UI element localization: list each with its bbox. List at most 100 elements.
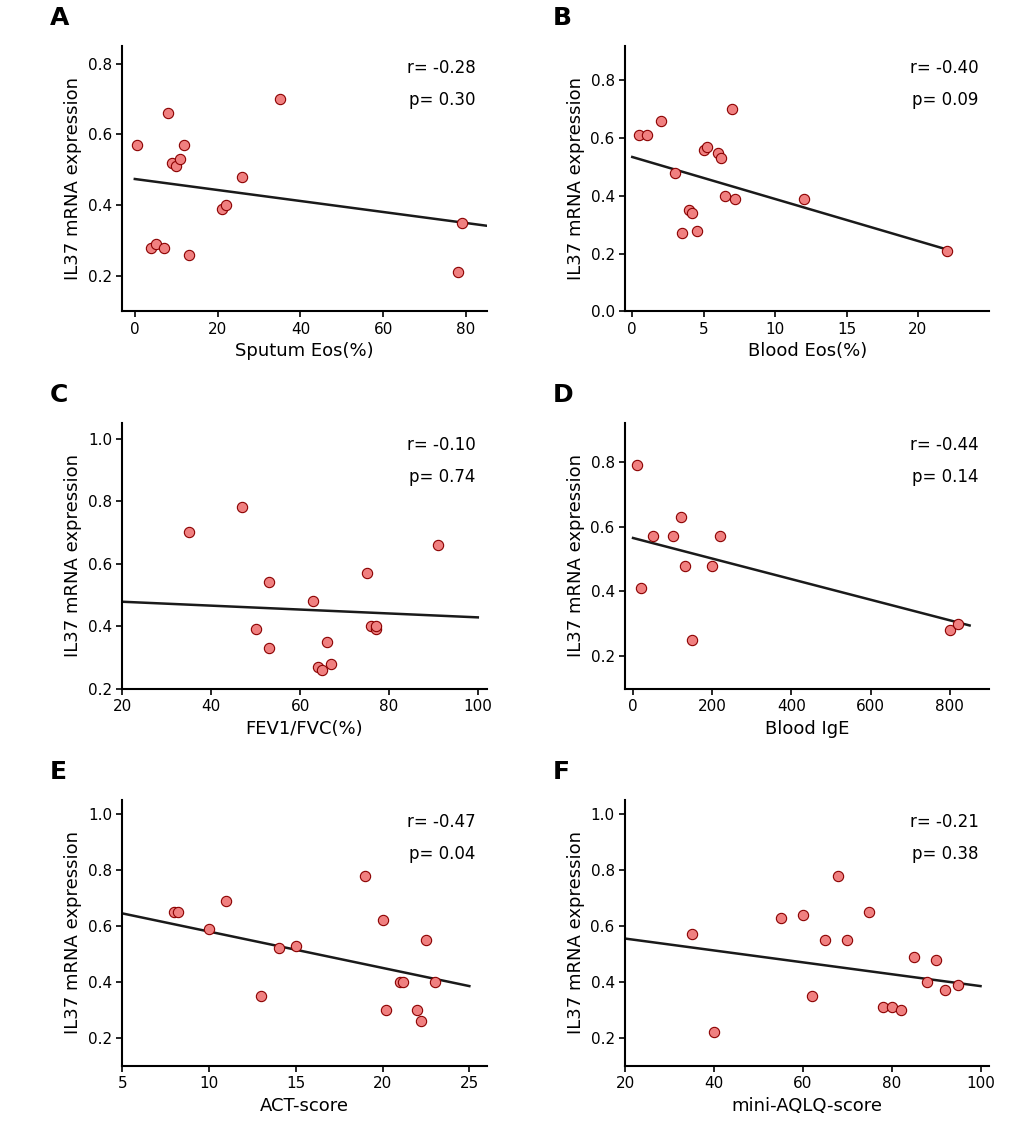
Point xyxy=(652,112,668,131)
Point xyxy=(168,157,184,175)
Point xyxy=(663,527,680,545)
Text: p= 0.09: p= 0.09 xyxy=(911,91,977,109)
Point xyxy=(234,167,251,186)
Point xyxy=(314,661,330,680)
Point xyxy=(305,592,321,611)
Point xyxy=(180,245,197,264)
Point xyxy=(666,164,683,182)
Point xyxy=(318,633,334,651)
Y-axis label: IL37 mRNA expression: IL37 mRNA expression xyxy=(567,454,584,658)
Point xyxy=(248,620,264,638)
Point xyxy=(287,936,304,955)
Point xyxy=(270,940,286,958)
Point xyxy=(234,499,251,517)
Point xyxy=(632,579,648,597)
Point xyxy=(213,199,229,218)
Point xyxy=(323,654,339,673)
Point xyxy=(147,235,163,253)
Point xyxy=(927,950,944,968)
Point xyxy=(164,154,180,172)
Text: p= 0.74: p= 0.74 xyxy=(409,469,475,486)
Point xyxy=(709,143,726,162)
Point xyxy=(873,998,890,1017)
Point xyxy=(363,617,379,635)
Point xyxy=(359,564,375,582)
Point xyxy=(176,136,193,155)
Point xyxy=(449,264,466,282)
Point xyxy=(271,89,287,108)
X-axis label: ACT-score: ACT-score xyxy=(260,1097,348,1115)
Y-axis label: IL37 mRNA expression: IL37 mRNA expression xyxy=(64,454,83,658)
Point xyxy=(357,866,373,885)
Text: C: C xyxy=(50,383,68,407)
Point xyxy=(698,138,714,156)
X-axis label: mini-AQLQ-score: mini-AQLQ-score xyxy=(731,1097,881,1115)
Text: r= -0.21: r= -0.21 xyxy=(909,814,977,832)
Text: E: E xyxy=(50,760,66,784)
X-axis label: FEV1/FVC(%): FEV1/FVC(%) xyxy=(246,720,363,738)
Text: p= 0.14: p= 0.14 xyxy=(911,469,977,486)
Text: r= -0.10: r= -0.10 xyxy=(407,437,475,454)
Y-axis label: IL37 mRNA expression: IL37 mRNA expression xyxy=(64,832,83,1035)
X-axis label: Sputum Eos(%): Sputum Eos(%) xyxy=(235,343,374,361)
Point xyxy=(829,866,846,885)
Point xyxy=(172,150,189,168)
Point xyxy=(429,535,445,554)
Point xyxy=(676,556,692,574)
Point xyxy=(935,981,952,999)
Point xyxy=(839,931,855,949)
Point xyxy=(631,126,647,144)
Point xyxy=(674,225,690,243)
Point xyxy=(638,126,654,144)
Point xyxy=(941,621,957,639)
Text: p= 0.04: p= 0.04 xyxy=(409,846,475,863)
Point xyxy=(409,1000,425,1019)
Point xyxy=(684,630,700,649)
Text: p= 0.30: p= 0.30 xyxy=(409,91,475,109)
Point xyxy=(683,925,699,943)
Point xyxy=(426,973,442,991)
X-axis label: Blood Eos(%): Blood Eos(%) xyxy=(747,343,866,361)
Point xyxy=(143,238,159,257)
Point xyxy=(156,238,172,257)
Point xyxy=(712,149,729,167)
Point xyxy=(128,136,145,155)
Point xyxy=(950,975,966,994)
Point xyxy=(367,620,383,638)
Point xyxy=(771,909,788,927)
Point xyxy=(892,1000,908,1019)
Point xyxy=(218,892,234,910)
Text: r= -0.28: r= -0.28 xyxy=(407,60,475,77)
Y-axis label: IL37 mRNA expression: IL37 mRNA expression xyxy=(567,832,584,1035)
Point xyxy=(723,100,740,118)
Point xyxy=(816,931,833,949)
Point xyxy=(672,508,688,526)
Point xyxy=(684,204,700,222)
Y-axis label: IL37 mRNA expression: IL37 mRNA expression xyxy=(64,77,83,280)
Y-axis label: IL37 mRNA expression: IL37 mRNA expression xyxy=(567,77,584,280)
Point xyxy=(180,524,197,542)
Point xyxy=(169,903,185,921)
Text: p= 0.38: p= 0.38 xyxy=(911,846,977,863)
Point xyxy=(695,141,711,159)
Point xyxy=(367,617,383,635)
Point xyxy=(918,973,934,991)
Point xyxy=(166,903,182,921)
Point xyxy=(727,190,743,209)
Text: B: B xyxy=(551,6,571,30)
Point xyxy=(453,214,470,233)
X-axis label: Blood IgE: Blood IgE xyxy=(764,720,849,738)
Text: r= -0.47: r= -0.47 xyxy=(407,814,475,832)
Point xyxy=(374,911,390,929)
Point xyxy=(705,1023,721,1042)
Text: r= -0.40: r= -0.40 xyxy=(909,60,977,77)
Point xyxy=(795,190,811,209)
Point xyxy=(905,948,921,966)
Point xyxy=(391,973,408,991)
Point xyxy=(261,638,277,657)
Point xyxy=(395,973,412,991)
Point xyxy=(629,456,645,474)
Point xyxy=(378,1000,394,1019)
Point xyxy=(703,556,719,574)
Point xyxy=(882,998,899,1017)
